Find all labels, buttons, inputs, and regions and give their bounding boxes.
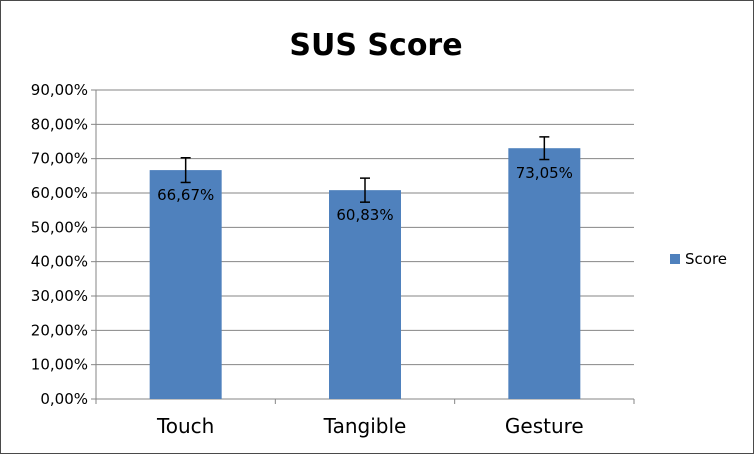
x-tick-label-tangible: Tangible xyxy=(323,414,407,438)
x-tick-label-gesture: Gesture xyxy=(505,414,584,438)
bar-tangible xyxy=(329,190,401,399)
bar-gesture xyxy=(508,148,581,399)
y-tick-label: 80,00% xyxy=(31,115,88,133)
y-tick-label: 20,00% xyxy=(31,321,88,339)
x-tick-label-touch: Touch xyxy=(156,414,214,438)
y-tick-label: 60,00% xyxy=(31,184,88,202)
legend: Score xyxy=(670,250,727,268)
data-label-gesture: 73,05% xyxy=(516,164,573,182)
bars xyxy=(149,136,581,399)
y-tick-label: 0,00% xyxy=(40,390,88,408)
y-tick-label: 70,00% xyxy=(31,150,88,168)
labels: 0,00% 10,00% 20,00% 30,00% 40,00% 50,00% 60,00… xyxy=(31,81,584,438)
y-tick-label: 10,00% xyxy=(31,356,88,374)
legend-swatch-score xyxy=(670,254,680,264)
y-tick-label: 30,00% xyxy=(31,287,88,305)
data-label-touch: 66,67% xyxy=(157,186,214,204)
legend-label-score: Score xyxy=(685,250,727,268)
y-tick-label: 40,00% xyxy=(31,253,88,271)
chart-title: SUS Score xyxy=(289,28,462,63)
data-label-tangible: 60,83% xyxy=(336,206,393,224)
y-tick-label: 50,00% xyxy=(31,218,88,236)
y-tick-label: 90,00% xyxy=(31,81,88,99)
bar-touch xyxy=(149,170,222,399)
